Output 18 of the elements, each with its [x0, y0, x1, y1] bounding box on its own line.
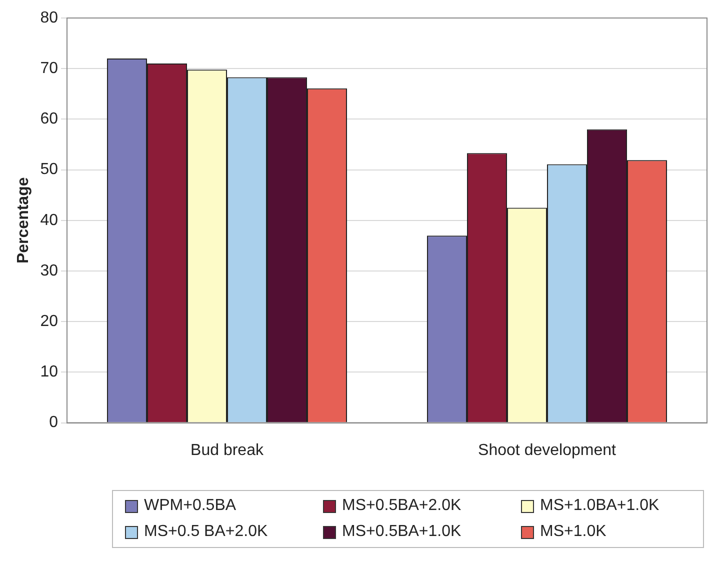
- legend-label: MS+0.5BA+2.0K: [342, 497, 462, 515]
- y-tick-label: 70: [40, 60, 58, 78]
- y-axis-title: Percentage: [15, 177, 32, 264]
- x-tick-label: Shoot development: [478, 442, 616, 459]
- legend-label: MS+0.5 BA+2.0K: [144, 523, 268, 541]
- y-tick-label: 40: [40, 212, 58, 229]
- legend-label: WPM+0.5BA: [144, 497, 236, 515]
- legend-label: MS+0.5BA+1.0K: [342, 523, 462, 541]
- y-tick-label: 30: [40, 262, 58, 280]
- legend-label: MS+1.0K: [540, 523, 606, 541]
- x-tick-label: Bud break: [190, 442, 264, 459]
- y-tick-label: 10: [40, 364, 58, 381]
- y-tick-label: 20: [40, 313, 58, 330]
- y-tick-label: 60: [40, 110, 58, 128]
- y-tick-label: 0: [49, 414, 58, 432]
- y-tick-label: 80: [40, 9, 58, 26]
- y-tick-label: 50: [40, 161, 58, 178]
- legend-label: MS+1.0BA+1.0K: [540, 497, 660, 515]
